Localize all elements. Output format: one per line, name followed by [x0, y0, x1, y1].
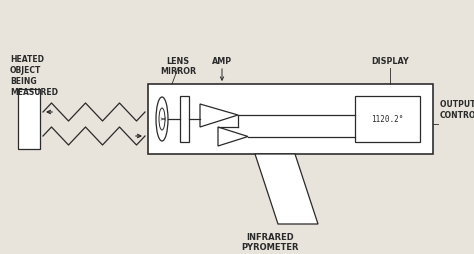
Bar — [18, 90, 40, 149]
Text: AMP: AMP — [212, 57, 232, 66]
Polygon shape — [200, 105, 238, 128]
Text: LENS
MIRROR: LENS MIRROR — [160, 57, 196, 76]
Ellipse shape — [159, 108, 165, 131]
Text: HEATED
OBJECT
BEING
MEASURED: HEATED OBJECT BEING MEASURED — [10, 55, 58, 97]
Bar — [355, 97, 420, 142]
Text: 1120.2°: 1120.2° — [371, 115, 404, 124]
Polygon shape — [218, 128, 248, 146]
Polygon shape — [255, 154, 318, 224]
Text: INFRARED: INFRARED — [246, 232, 294, 241]
Text: PYROMETER: PYROMETER — [241, 242, 299, 251]
Text: DISPLAY: DISPLAY — [371, 57, 409, 66]
Bar — [148, 85, 433, 154]
Ellipse shape — [156, 98, 168, 141]
Bar — [180, 97, 189, 142]
Text: OUTPUT TO
CONTROLLER: OUTPUT TO CONTROLLER — [440, 100, 474, 120]
